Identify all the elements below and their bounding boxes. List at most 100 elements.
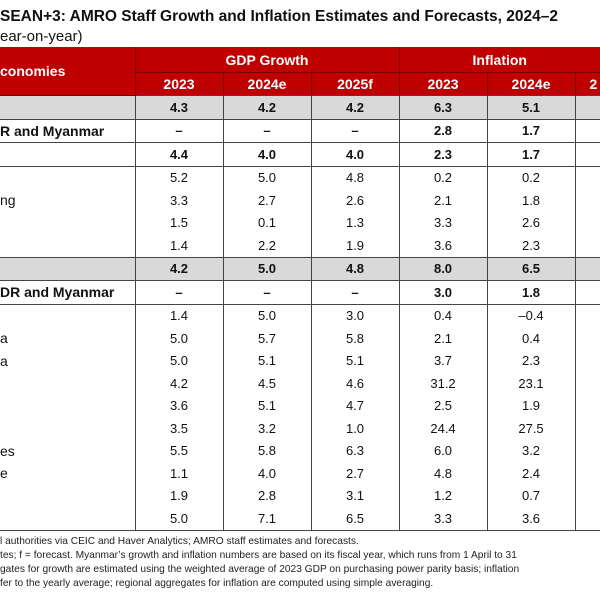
value-cell: 3.6 [486,507,576,531]
economy-label [0,372,135,395]
value-cell: 4.8 [398,462,488,485]
value-cell: 4.2 [134,372,223,395]
cropped-cell [574,303,600,327]
value-cell: 3.7 [398,349,488,372]
cropped-cell [574,95,600,119]
table-subtitle: ear-on-year) [0,28,83,45]
table-row: 3.5 3.2 1.0 24.4 27.5 [0,417,600,440]
year-header: 2023 [398,72,488,96]
cropped-cell [574,118,600,143]
table-row: 4.2 4.5 4.6 31.2 23.1 [0,372,600,395]
economy-label [0,165,135,189]
value-cell: 2.1 [398,327,488,350]
economy-label [0,485,135,508]
value-cell: 0.2 [486,165,576,189]
economies-header: conomies [0,47,135,96]
value-cell: 5.0 [134,327,223,350]
table-row: 3.6 5.1 4.7 2.5 1.9 [0,394,600,417]
value-cell: 1.8 [486,189,576,212]
table-row: 5.2 5.0 4.8 0.2 0.2 [0,165,600,189]
economy-label [0,507,135,531]
value-cell: 3.3 [134,189,223,212]
value-cell: – [310,118,400,143]
economy-label: a [0,330,8,347]
table-row: 1.4 5.0 3.0 0.4 –0.4 [0,303,600,327]
value-cell: 3.3 [398,211,488,234]
year-header: 2024e [222,72,311,96]
footnotes: l authorities via CEIC and Haver Analyti… [0,535,600,591]
value-cell: 6.0 [398,439,488,462]
value-cell: 3.2 [222,417,311,440]
table-row: DR and Myanmar – – –3.0 1.8 [0,280,600,304]
value-cell: 6.5 [486,256,576,281]
value-cell: 8.0 [398,256,488,281]
value-cell: 5.0 [222,303,311,327]
cropped-cell [574,280,600,304]
value-cell: 2.6 [310,189,400,212]
value-cell: 1.3 [310,211,400,234]
gdp-growth-header: GDP Growth [134,47,400,73]
economy-label: a [0,352,8,369]
economy-label [0,142,135,166]
value-cell: 0.4 [486,327,576,350]
value-cell: 6.3 [310,439,400,462]
cropped-cell [574,165,600,189]
value-cell: 4.8 [310,256,400,281]
value-cell: – [222,118,311,143]
cropped-cell [574,462,600,485]
forecast-table: conomies GDP Growth Inflation 2023 2024e… [0,47,600,531]
value-cell: 4.7 [310,394,400,417]
cropped-cell [574,327,600,350]
value-cell: 2.3 [398,142,488,166]
economy-label [0,303,135,327]
year-header: 2 [574,72,600,96]
table-row: e 1.1 4.0 2.7 4.8 2.4 [0,462,600,485]
value-cell: 24.4 [398,417,488,440]
value-cell: – [310,280,400,304]
value-cell: 2.7 [222,189,311,212]
value-cell: 5.7 [222,327,311,350]
value-cell: 0.7 [486,484,576,507]
value-cell: 4.8 [310,165,400,189]
economy-label [0,212,135,235]
value-cell: 5.8 [222,439,311,462]
value-cell: – [222,280,311,304]
value-cell: 27.5 [486,417,576,440]
value-cell: 2.7 [310,462,400,485]
economy-label: DR and Myanmar [0,280,135,304]
value-cell: 3.1 [310,484,400,507]
inflation-header: Inflation [398,47,600,73]
economy-label [0,256,135,281]
value-cell: 5.1 [222,394,311,417]
value-cell: 5.0 [222,256,311,281]
value-cell: 1.0 [310,417,400,440]
economy-label: R and Myanmar [0,118,135,143]
value-cell: 3.0 [398,280,488,304]
value-cell: 1.2 [398,484,488,507]
value-cell: 4.2 [222,95,311,119]
table-body: 4.3 4.2 4.2 6.3 5.1 R and Myanmar – – –2.8 1.7 4.4… [0,95,600,531]
value-cell: 5.5 [134,439,223,462]
value-cell: –0.4 [486,303,576,327]
value-cell: 0.2 [398,165,488,189]
cropped-cell [574,507,600,531]
value-cell: 2.1 [398,189,488,212]
value-cell: 3.3 [398,507,488,531]
value-cell: 4.0 [222,462,311,485]
value-cell: 3.0 [310,303,400,327]
footnote-source: l authorities via CEIC and Haver Analyti… [0,536,359,547]
table-title: SEAN+3: AMRO Staff Growth and Inflation … [0,8,558,25]
table-row: 4.3 4.2 4.2 6.3 5.1 [0,95,600,119]
value-cell: 5.1 [486,95,576,119]
value-cell: 31.2 [398,372,488,395]
value-cell: 2.5 [398,394,488,417]
value-cell: 3.6 [134,394,223,417]
table-row: 1.5 0.1 1.3 3.3 2.6 [0,211,600,235]
economy-label: ng [0,192,16,209]
value-cell: 4.2 [310,95,400,119]
value-cell: 6.5 [310,507,400,531]
value-cell: 3.6 [398,234,488,257]
value-cell: 4.6 [310,372,400,395]
value-cell: 4.0 [310,142,400,166]
value-cell: – [134,280,223,304]
